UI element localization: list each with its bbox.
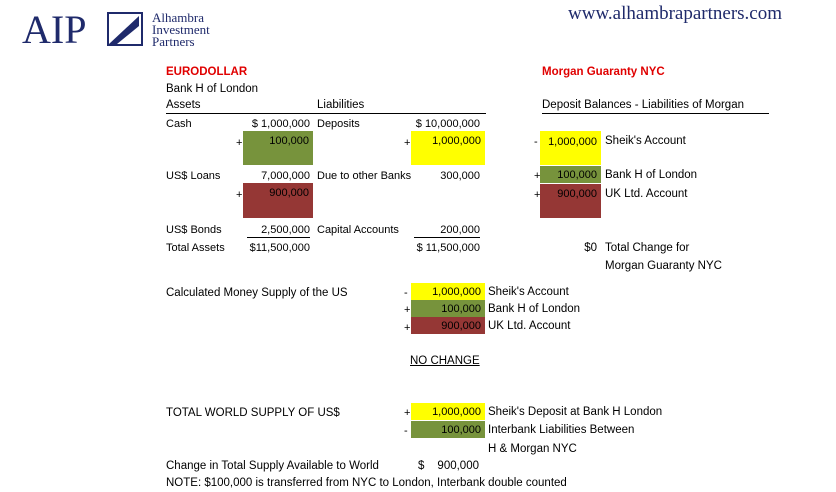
deposits-increase-value: 1,000,000 xyxy=(432,135,481,147)
ws-sheik-box: 1,000,000 xyxy=(411,403,485,420)
bank-name: Bank H of London xyxy=(166,83,259,95)
ms-bankh-label: Bank H of London xyxy=(488,303,581,315)
morgan-bankh-label: Bank H of London xyxy=(605,169,698,181)
cash-increase-box: 100,000 xyxy=(243,131,313,165)
due-label: Due to other Banks xyxy=(317,170,412,182)
ws-interbank-label-cont: H & Morgan NYC xyxy=(488,443,577,455)
morgan-sheik-label: Sheik's Account xyxy=(605,135,686,147)
morgan-total-label-2: Morgan Guaranty NYC xyxy=(605,260,722,272)
ms-bankh-value: 100,000 xyxy=(441,303,481,315)
morgan-ukltd-value: 900,000 xyxy=(557,188,597,200)
ws-sheik-value: 1,000,000 xyxy=(432,406,481,418)
website-url: www.alhambrapartners.com xyxy=(568,3,783,24)
ms-ukltd-label: UK Ltd. Account xyxy=(488,320,571,332)
loans-value: 7,000,000 xyxy=(261,170,310,182)
morgan-header: Deposit Balances - Liabilities of Morgan xyxy=(542,99,744,111)
due-value: 300,000 xyxy=(440,170,480,182)
deposits-add-sign: + xyxy=(404,137,411,149)
ws-row-sign: + xyxy=(404,407,411,419)
money-supply-label: Calculated Money Supply of the US xyxy=(166,287,348,299)
morgan-total-label-1: Total Change for xyxy=(605,242,690,254)
change-currency: $ xyxy=(418,460,425,472)
loans-label: US$ Loans xyxy=(166,170,221,182)
cash-value: $ 1,000,000 xyxy=(251,118,310,130)
cash-add-sign: + xyxy=(236,137,243,149)
deposits-label: Deposits xyxy=(317,118,360,130)
ws-interbank-value: 100,000 xyxy=(441,424,481,436)
morgan-bankh-box: 100,000 xyxy=(540,166,601,183)
ms-bankh-box: 100,000 xyxy=(411,300,485,317)
change-label: Change in Total Supply Available to Worl… xyxy=(166,460,379,472)
ws-sheik-label: Sheik's Deposit at Bank H London xyxy=(488,406,663,418)
morgan-sheik-value: 1,000,000 xyxy=(548,136,597,148)
ms-row-sign: - xyxy=(404,287,408,299)
logo-letters: AIP xyxy=(22,7,87,52)
logo-mark-icon xyxy=(107,12,143,46)
change-value: 900,000 xyxy=(437,460,479,472)
loans-add-sign: + xyxy=(236,189,243,201)
deposits-value: $ 10,000,000 xyxy=(415,118,480,130)
ms-sheik-value: 1,000,000 xyxy=(432,286,481,298)
logo-line3: Partners xyxy=(152,34,195,49)
assets-header: Assets xyxy=(166,99,201,111)
morgan-bankh-value: 100,000 xyxy=(557,169,597,181)
ms-row-sign: + xyxy=(404,322,411,334)
morgan-sheik-box: 1,000,000 xyxy=(540,131,601,165)
logo-line2: Investment xyxy=(152,22,210,37)
ms-sheik-box: 1,000,000 xyxy=(411,283,485,300)
logo-line1: Alhambra xyxy=(152,10,204,25)
morgan-total-value: $0 xyxy=(584,242,597,254)
cash-label: Cash xyxy=(166,118,192,130)
capital-value: 200,000 xyxy=(440,224,480,236)
world-supply-label: TOTAL WORLD SUPPLY OF US$ xyxy=(166,407,340,419)
bonds-value: 2,500,000 xyxy=(261,224,310,236)
morgan-ukltd-box: 900,000 xyxy=(540,184,601,218)
ws-interbank-label: Interbank Liabilities Between xyxy=(488,424,635,436)
morgan-row-sign: + xyxy=(534,189,541,201)
note-text: NOTE: $100,000 is transferred from NYC t… xyxy=(166,477,567,489)
capital-label: Capital Accounts xyxy=(317,224,399,236)
morgan-header-rule xyxy=(542,113,769,114)
loans-increase-box: 900,000 xyxy=(243,183,313,218)
ms-sheik-label: Sheik's Account xyxy=(488,286,569,298)
ms-ukltd-value: 900,000 xyxy=(441,320,481,332)
bonds-label: US$ Bonds xyxy=(166,224,222,236)
deposits-increase-box: 1,000,000 xyxy=(411,131,485,165)
total-assets-value: $11,500,000 xyxy=(249,242,310,254)
capital-sum-rule xyxy=(414,237,480,238)
total-assets-label: Total Assets xyxy=(166,242,225,254)
ws-row-sign: - xyxy=(404,425,408,437)
no-change-label: NO CHANGE xyxy=(410,355,480,367)
balance-sheet-header-rule xyxy=(166,113,486,114)
bonds-sum-rule xyxy=(247,237,310,238)
morgan-row-sign: + xyxy=(534,170,541,182)
eurodollar-title: EURODOLLAR xyxy=(166,66,248,78)
morgan-ukltd-label: UK Ltd. Account xyxy=(605,188,688,200)
loans-increase-value: 900,000 xyxy=(269,187,309,199)
morgan-title: Morgan Guaranty NYC xyxy=(542,66,665,78)
morgan-row-sign: - xyxy=(534,136,538,148)
ms-row-sign: + xyxy=(404,304,411,316)
ws-interbank-box: 100,000 xyxy=(411,421,485,438)
liabilities-header: Liabilities xyxy=(317,99,365,111)
cash-increase-value: 100,000 xyxy=(269,135,309,147)
ms-ukltd-box: 900,000 xyxy=(411,317,485,334)
total-liabilities-value: $ 11,500,000 xyxy=(416,242,480,254)
